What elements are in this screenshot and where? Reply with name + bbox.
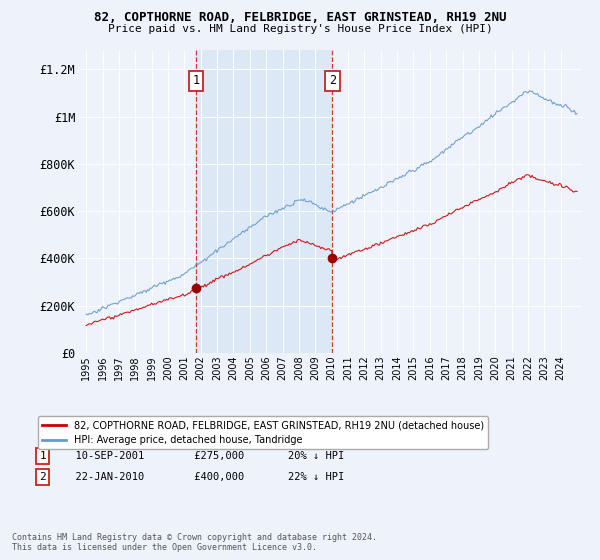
Text: 2: 2 [329, 74, 336, 87]
Text: Contains HM Land Registry data © Crown copyright and database right 2024.: Contains HM Land Registry data © Crown c… [12, 533, 377, 542]
Text: 82, COPTHORNE ROAD, FELBRIDGE, EAST GRINSTEAD, RH19 2NU: 82, COPTHORNE ROAD, FELBRIDGE, EAST GRIN… [94, 11, 506, 24]
Text: Price paid vs. HM Land Registry's House Price Index (HPI): Price paid vs. HM Land Registry's House … [107, 24, 493, 34]
Text: 1: 1 [193, 74, 200, 87]
Text: 1: 1 [40, 451, 46, 461]
Text: 2: 2 [40, 472, 46, 482]
Text: 10-SEP-2001        £275,000       20% ↓ HPI: 10-SEP-2001 £275,000 20% ↓ HPI [63, 451, 344, 461]
Legend: 82, COPTHORNE ROAD, FELBRIDGE, EAST GRINSTEAD, RH19 2NU (detached house), HPI: A: 82, COPTHORNE ROAD, FELBRIDGE, EAST GRIN… [38, 416, 488, 449]
Text: This data is licensed under the Open Government Licence v3.0.: This data is licensed under the Open Gov… [12, 543, 317, 552]
Bar [196, 50, 332, 353]
Text: 22-JAN-2010        £400,000       22% ↓ HPI: 22-JAN-2010 £400,000 22% ↓ HPI [63, 472, 344, 482]
